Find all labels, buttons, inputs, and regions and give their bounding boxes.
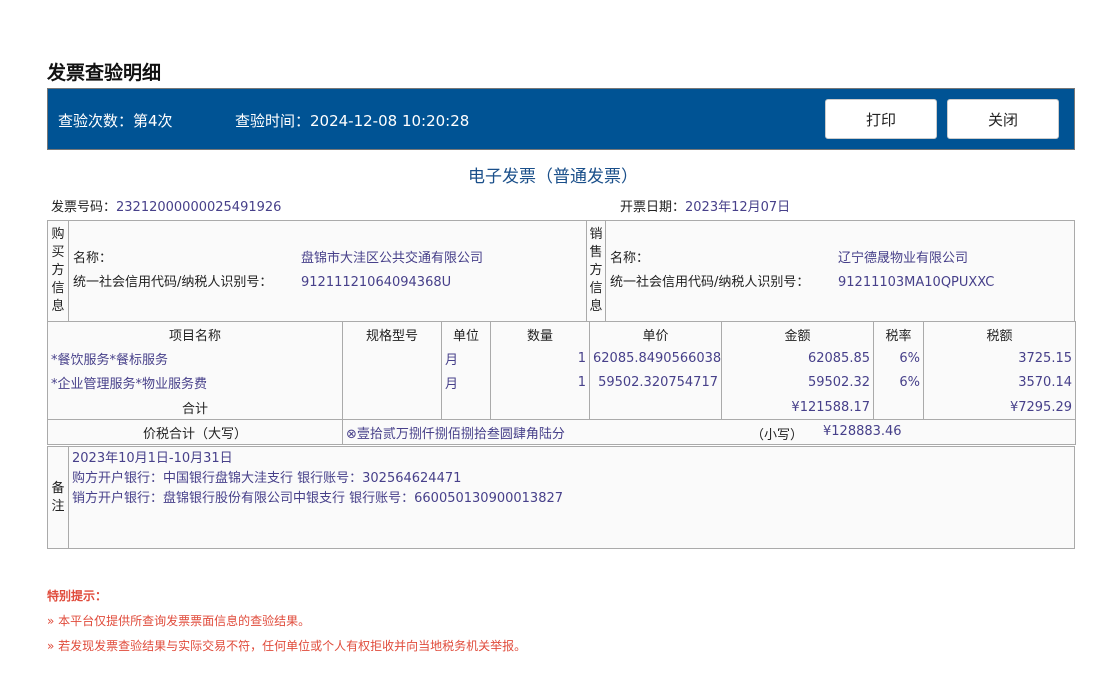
invoice-date: 开票日期：2023年12月07日 [620,196,790,215]
item-qty: 1 [490,370,590,395]
tips-heading: 特别提示： [47,589,108,603]
grand-small-label: （小写） [751,428,804,443]
grand-total-words: ⊗壹拾贰万捌仟捌佰捌拾叁圆肆角陆分 [346,426,565,442]
remarks-content: 2023年10月1日-10月31日 购方开户银行：中国银行盘锦大洼支行 银行账号… [68,446,1075,549]
tip-item: » 若发现发票查验结果与实际交易不符，任何单位或个人有权拒收并向当地税务机关举报… [47,639,527,653]
invoice-date-label: 开票日期： [620,200,686,215]
buyer-tax-id: 91211121064094368U [301,275,452,290]
seller-name: 辽宁德晟物业有限公司 [838,251,969,266]
remarks-label: 备注 [47,446,69,549]
seller-tax-id: 91211103MA10QPUXXC [838,275,995,290]
grand-total-label: 价税合计（大写） [47,419,343,445]
grand-total-cell: ⊗壹拾贰万捌仟捌佰捌拾叁圆肆角陆分 （小写） ¥128883.46 [342,419,1076,445]
col-qty: 数量 [490,321,590,346]
col-price: 单价 [589,321,722,346]
party-info-table: 购买方信息 名称： 盘锦市大洼区公共交通有限公司 统一社会信用代码/纳税人识别号：… [47,220,1075,322]
item-unit: 月 [441,346,491,371]
invoice-number-label: 发票号码： [51,200,117,215]
table-row: *企业管理服务*物业服务费 月 1 59502.320754717 59502.… [47,370,1076,395]
tip-item: » 本平台仅提供所查询发票票面信息的查验结果。 [47,614,311,628]
item-amount: 59502.32 [721,370,874,395]
special-tips: 特别提示： » 本平台仅提供所查询发票票面信息的查验结果。 » 若发现发票查验结… [47,584,526,659]
page-title: 发票查验明细 [47,62,162,84]
item-rate: 6% [873,370,924,395]
invoice-type: 电子发票（普通发票） [468,167,638,187]
total-tax: ¥7295.29 [923,395,1076,420]
check-info-bar: 查验次数：第4次 查验时间：2024-12-08 10:20:28 打印 关闭 [47,88,1075,150]
remarks-table: 备注 2023年10月1日-10月31日 购方开户银行：中国银行盘锦大洼支行 银… [47,446,1075,549]
item-name: *餐饮服务*餐标服务 [47,346,343,371]
item-tax: 3725.15 [923,346,1076,371]
col-name: 项目名称 [47,321,343,346]
item-amount: 62085.85 [721,346,874,371]
buyer-name-label: 名称： [73,251,113,266]
item-price: 59502.320754717 [589,370,722,395]
seller-info: 名称： 辽宁德晟物业有限公司 统一社会信用代码/纳税人识别号： 91211103MA… [605,220,1075,322]
remark-line: 2023年10月1日-10月31日 [72,451,233,466]
items-table: 项目名称 规格型号 单位 数量 单价 金额 税率 税额 *餐饮服务*餐标服务 月… [47,321,1076,445]
total-row: 合计 ¥121588.17 ¥7295.29 [47,395,1076,420]
buyer-info: 名称： 盘锦市大洼区公共交通有限公司 统一社会信用代码/纳税人识别号： 912111… [68,220,587,322]
total-amount: ¥121588.17 [721,395,874,420]
invoice-date-value: 2023年12月07日 [685,200,791,215]
col-tax: 税额 [923,321,1076,346]
buyer-section-label: 购买方信息 [47,220,69,322]
col-rate: 税率 [873,321,924,346]
items-header: 项目名称 规格型号 单位 数量 单价 金额 税率 税额 [47,321,1076,346]
item-spec [342,370,442,395]
invoice-number-value: 23212000000025491926 [116,200,282,215]
col-spec: 规格型号 [342,321,442,346]
close-button[interactable]: 关闭 [947,99,1059,139]
grand-total-small: ¥128883.46 [823,424,902,439]
item-tax: 3570.14 [923,370,1076,395]
remark-line: 销方开户银行：盘锦银行股份有限公司中银支行 银行账号：6600501309000… [72,491,564,506]
item-qty: 1 [490,346,590,371]
item-price: 62085.8490566038 [589,346,722,371]
seller-tax-label: 统一社会信用代码/纳税人识别号： [610,275,810,290]
seller-name-label: 名称： [610,251,650,266]
remark-line: 购方开户银行：中国银行盘锦大洼支行 银行账号：302564624471 [72,471,462,486]
col-unit: 单位 [441,321,491,346]
seller-section-label: 销售方信息 [586,220,606,322]
invoice-number: 发票号码：23212000000025491926 [51,196,281,215]
buyer-tax-label: 统一社会信用代码/纳税人识别号： [73,275,273,290]
total-label: 合计 [47,395,343,420]
buyer-name: 盘锦市大洼区公共交通有限公司 [301,251,484,266]
check-count: 查验次数：第4次 [58,112,173,130]
table-row: *餐饮服务*餐标服务 月 1 62085.8490566038 62085.85… [47,346,1076,371]
item-unit: 月 [441,370,491,395]
grand-total-row: 价税合计（大写） ⊗壹拾贰万捌仟捌佰捌拾叁圆肆角陆分 （小写） ¥128883.… [47,419,1076,445]
col-amount: 金额 [721,321,874,346]
item-spec [342,346,442,371]
item-name: *企业管理服务*物业服务费 [47,370,343,395]
check-time: 查验时间：2024-12-08 10:20:28 [235,112,470,130]
item-rate: 6% [873,346,924,371]
print-button[interactable]: 打印 [825,99,937,139]
